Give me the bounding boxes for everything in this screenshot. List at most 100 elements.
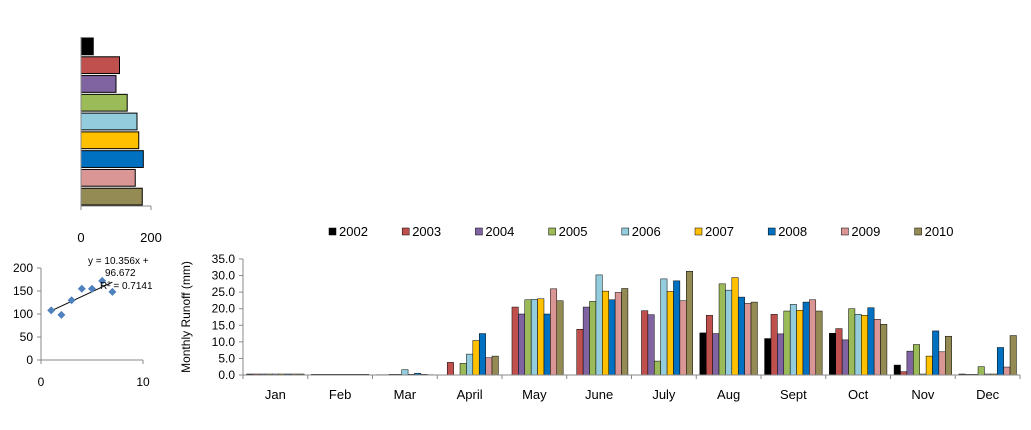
bar-2009-May (550, 289, 556, 375)
bar-2007-Nov (926, 356, 932, 375)
bar-2009-Sept (809, 300, 815, 375)
legend-label-2006: 2006 (632, 224, 661, 239)
bar-2010-July (686, 271, 692, 375)
horizontal-bar-chart: 0 200 (77, 37, 161, 245)
bar-2007 (81, 132, 139, 149)
x-tick-label: July (652, 387, 676, 402)
bar-2010-Nov (945, 336, 951, 375)
legend-swatch-2003 (402, 228, 409, 235)
legend-label-2003: 2003 (412, 224, 441, 239)
bar-2010-June (622, 289, 628, 376)
y-tick-label: 150 (13, 284, 33, 298)
legend-label-2009: 2009 (851, 224, 880, 239)
bar-2010-Aug (751, 302, 757, 375)
bar-2009-June (615, 292, 621, 375)
bar-2005-Aug (719, 284, 725, 375)
y-tick-label: 5.0 (218, 351, 235, 365)
legend-label-2008: 2008 (778, 224, 807, 239)
y-tick-label: 15.0 (212, 318, 236, 332)
bar-2007-Aug (732, 278, 738, 375)
x-tick-label: Nov (911, 387, 935, 402)
bar-2004-Oct (842, 340, 848, 375)
bar-2004-Aug (713, 334, 719, 375)
bar-2007-May (538, 299, 544, 375)
bar-2003-April (447, 362, 453, 375)
bar-2002-Aug (700, 333, 706, 375)
bar-2009 (81, 169, 135, 186)
y-tick-label: 200 (13, 261, 33, 275)
bar-2010 (81, 188, 142, 205)
x-tick-label: Aug (717, 387, 740, 402)
x-tick-label: Sept (780, 387, 807, 402)
trendline-equation: y = 10.356x + (88, 256, 149, 267)
bar-2005-Dec (978, 367, 984, 375)
bar-2004-June (583, 307, 589, 375)
legend-swatch-2008 (768, 228, 775, 235)
bar-2005-Nov (913, 345, 919, 375)
x-tick-label: 10 (136, 375, 150, 389)
bar-2009-Oct (874, 319, 880, 375)
bar-2007-June (602, 291, 608, 375)
bar-2005-June (590, 301, 596, 375)
bar-2005-April (460, 363, 466, 375)
bar-2006-Oct (855, 314, 861, 375)
bar-2008 (81, 151, 143, 168)
bar-2010-May (557, 301, 563, 375)
bar-2009-Dec (1004, 367, 1010, 375)
scatter-point (47, 306, 55, 314)
x-tick-label: June (585, 387, 613, 402)
bar-2008-Aug (738, 297, 744, 375)
legend-swatch-2009 (841, 228, 848, 235)
bar-2005-July (654, 361, 660, 375)
bar-2004-July (648, 315, 654, 375)
bar-2006-May (531, 299, 537, 375)
y-tick-label: 30.0 (212, 269, 236, 283)
bar-2005 (81, 94, 127, 111)
bar-2004 (81, 76, 116, 93)
bar-2006-Aug (725, 290, 731, 375)
bar-2009-Aug (745, 303, 751, 375)
legend-label-2007: 2007 (705, 224, 734, 239)
bar-2008-July (673, 281, 679, 375)
legend-label-2010: 2010 (925, 224, 954, 239)
bar-2008-Nov (932, 331, 938, 375)
legend-label-2004: 2004 (485, 224, 514, 239)
bar-2008-May (544, 314, 550, 375)
y-tick-label: 0.0 (218, 368, 235, 382)
bar-2003-July (641, 311, 647, 375)
bar-2004-May (518, 314, 524, 375)
bar-2009-July (680, 301, 686, 375)
bar-2008-Dec (997, 347, 1003, 375)
x-tick-label: Mar (394, 387, 417, 402)
legend-swatch-2007 (695, 228, 702, 235)
trendline-equation: 96.672 (105, 268, 136, 279)
x-tick-label: 200 (140, 230, 162, 245)
bar-2006 (81, 113, 137, 130)
bar-2009-April (486, 358, 492, 375)
bar-2003-Oct (836, 329, 842, 375)
bar-2010-Oct (881, 324, 887, 375)
x-tick-label: 0 (77, 230, 84, 245)
legend-swatch-2006 (622, 228, 629, 235)
bar-2005-Sept (784, 311, 790, 375)
legend-swatch-2005 (549, 228, 556, 235)
x-tick-label: Dec (976, 387, 1000, 402)
bar-2003-May (512, 307, 518, 375)
bar-2007-Sept (797, 310, 803, 375)
bar-2006-April (466, 354, 472, 375)
y-axis-label: Monthly Runoff (mm) (179, 261, 193, 373)
x-tick-label: Jan (265, 387, 286, 402)
bar-2003-June (577, 329, 583, 375)
legend-label-2002: 2002 (339, 224, 368, 239)
x-tick-label: Oct (848, 387, 869, 402)
y-tick-label: 35.0 (212, 252, 236, 266)
bar-2006-Mar (402, 370, 408, 375)
bar-2010-April (492, 356, 498, 375)
x-tick-label: 0 (38, 375, 45, 389)
y-tick-label: 20.0 (212, 302, 236, 316)
y-tick-label: 0 (26, 353, 33, 367)
bar-2008-Sept (803, 302, 809, 375)
